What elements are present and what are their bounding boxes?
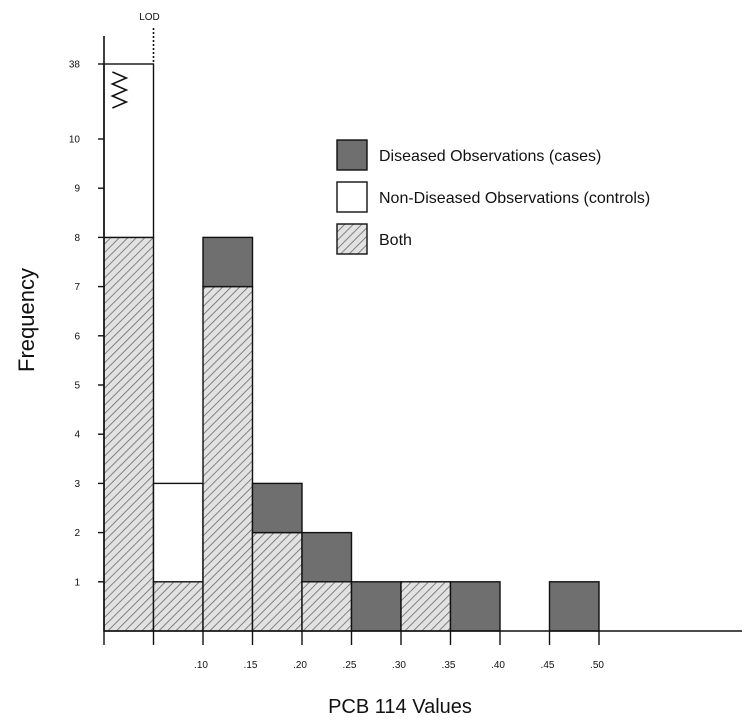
y-tick-label-2: 3	[74, 479, 80, 490]
y-tick-label-3: 4	[74, 430, 80, 441]
legend-label-0: Diseased Observations (cases)	[379, 148, 601, 165]
y-tick-label-0: 1	[74, 577, 80, 588]
bar-segment-cases-4	[301, 531, 353, 583]
x-tick-label-7: .45	[541, 660, 555, 671]
legend: Diseased Observations (cases) Non-Disease…	[336, 139, 650, 255]
bar-segment-both-0	[103, 236, 155, 632]
bar-segment-both-1	[152, 581, 204, 632]
y-tick-label-5: 6	[74, 331, 80, 342]
bar-segment-cases-7	[449, 581, 501, 632]
x-tick-label-4: .30	[392, 660, 406, 671]
y-tick-label-10: 38	[69, 60, 81, 71]
legend-label-1: Non-Diseased Observations (controls)	[379, 190, 650, 207]
y-tick-label-9: 10	[69, 135, 81, 146]
bar-segment-both-2	[202, 285, 254, 632]
labels-layer: 1 2 3 4 5 6 7 8 9 10 38 .10 .15 .20 .25 .30 .35 .40 .45 .50…	[69, 12, 605, 671]
legend-swatch-0	[336, 139, 368, 171]
x-tick-label-1: .15	[244, 660, 258, 671]
x-axis-title: PCB 114 Values	[328, 696, 472, 718]
legend-swatch-2	[336, 223, 368, 255]
y-tick-label-1: 2	[74, 528, 80, 539]
bar-segment-controls-0	[103, 63, 155, 239]
bar-segment-cases-5	[350, 581, 402, 632]
y-tick-label-6: 7	[74, 282, 80, 293]
bar-segment-cases-3	[251, 482, 303, 534]
x-tick-label-0: .10	[194, 660, 208, 671]
x-tick-label-8: .50	[590, 660, 604, 671]
bar-segment-cases-9	[548, 581, 600, 632]
axes-layer	[98, 28, 742, 645]
x-tick-label-3: .25	[343, 660, 357, 671]
legend-label-2: Both	[379, 232, 412, 249]
bar-segment-cases-2	[202, 236, 254, 288]
lod-label: LOD	[139, 12, 160, 23]
bar-segment-both-3	[251, 531, 303, 632]
bar-segment-both-6	[400, 581, 452, 632]
bars-layer	[103, 63, 600, 632]
bar-segment-controls-1	[152, 482, 204, 583]
legend-swatch-1	[336, 181, 368, 213]
x-tick-label-5: .35	[442, 660, 456, 671]
y-tick-label-4: 5	[74, 381, 80, 392]
y-tick-label-7: 8	[74, 233, 80, 244]
y-axis-title: Frequency	[14, 268, 39, 372]
y-tick-label-8: 9	[74, 184, 80, 195]
bar-segment-both-4	[301, 581, 353, 632]
axis-break-zigzag	[110, 71, 129, 109]
x-tick-label-2: .20	[293, 660, 307, 671]
x-tick-label-6: .40	[491, 660, 505, 671]
